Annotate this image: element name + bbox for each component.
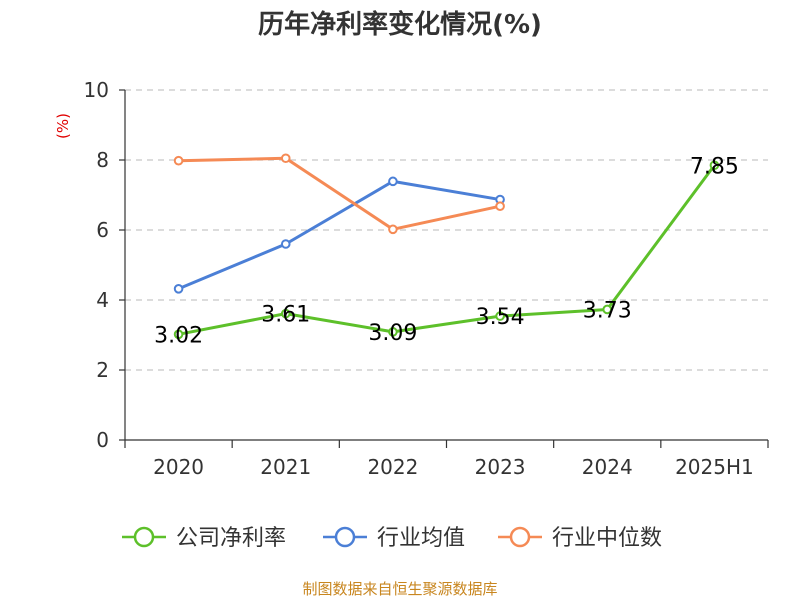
data-point (495, 311, 505, 321)
legend-label: 行业均值 (377, 526, 465, 551)
data-labels: 3.02 3.61 3.09 3.54 3.73 7.85 (154, 154, 739, 348)
data-point (388, 327, 398, 337)
y-axis-label: (%) (54, 113, 72, 139)
axes (124, 90, 768, 441)
x-axis-ticks: 2020 2021 2022 2023 2024 2025H1 (124, 440, 769, 479)
legend-label: 行业中位数 (552, 526, 662, 551)
y-tick-label: 8 (96, 148, 109, 172)
data-point (173, 155, 184, 166)
data-label: 3.73 (583, 298, 632, 323)
series-line-0 (178, 164, 716, 336)
data-point (280, 153, 291, 164)
source-note: 制图数据来自恒生聚源数据库 (302, 580, 497, 598)
y-tick-label: 2 (96, 358, 109, 382)
data-point (495, 201, 505, 211)
x-tick-label: 2022 (367, 455, 418, 479)
data-label: 3.54 (476, 305, 525, 330)
x-tick-label: 2020 (153, 455, 204, 479)
x-tick-label: 2023 (475, 455, 526, 479)
legend: 公司净利率 行业均值 行业中位数 (122, 526, 662, 551)
data-point (280, 239, 291, 249)
data-label: 3.02 (154, 323, 203, 348)
data-point (388, 224, 398, 235)
y-tick-label: 0 (96, 428, 109, 452)
data-point (602, 304, 613, 315)
y-tick-label: 6 (96, 218, 109, 242)
chart-title: 历年净利率变化情况(%) (258, 9, 542, 40)
data-point (173, 329, 184, 340)
data-point (709, 160, 720, 171)
y-tick-label: 4 (96, 288, 109, 312)
legend-marker (133, 526, 155, 548)
series-lines (178, 156, 716, 336)
data-point (388, 176, 398, 187)
data-label: 3.09 (368, 321, 417, 346)
legend-label: 公司净利率 (176, 526, 286, 551)
x-tick-label: 2025H1 (675, 455, 754, 479)
legend-marker (509, 526, 531, 548)
x-tick-label: 2024 (582, 455, 633, 479)
data-label: 7.85 (690, 154, 739, 179)
data-point (280, 308, 291, 319)
y-axis-ticks: 0 2 4 6 8 10 (84, 78, 125, 452)
grid-lines (125, 89, 768, 371)
series-line-2 (178, 156, 501, 231)
data-point (173, 284, 184, 294)
legend-marker (334, 526, 356, 548)
series-points (173, 153, 720, 340)
x-tick-label: 2021 (260, 455, 311, 479)
data-label: 3.61 (261, 303, 310, 328)
y-tick-label: 10 (84, 78, 109, 102)
series-line-1 (178, 179, 501, 291)
